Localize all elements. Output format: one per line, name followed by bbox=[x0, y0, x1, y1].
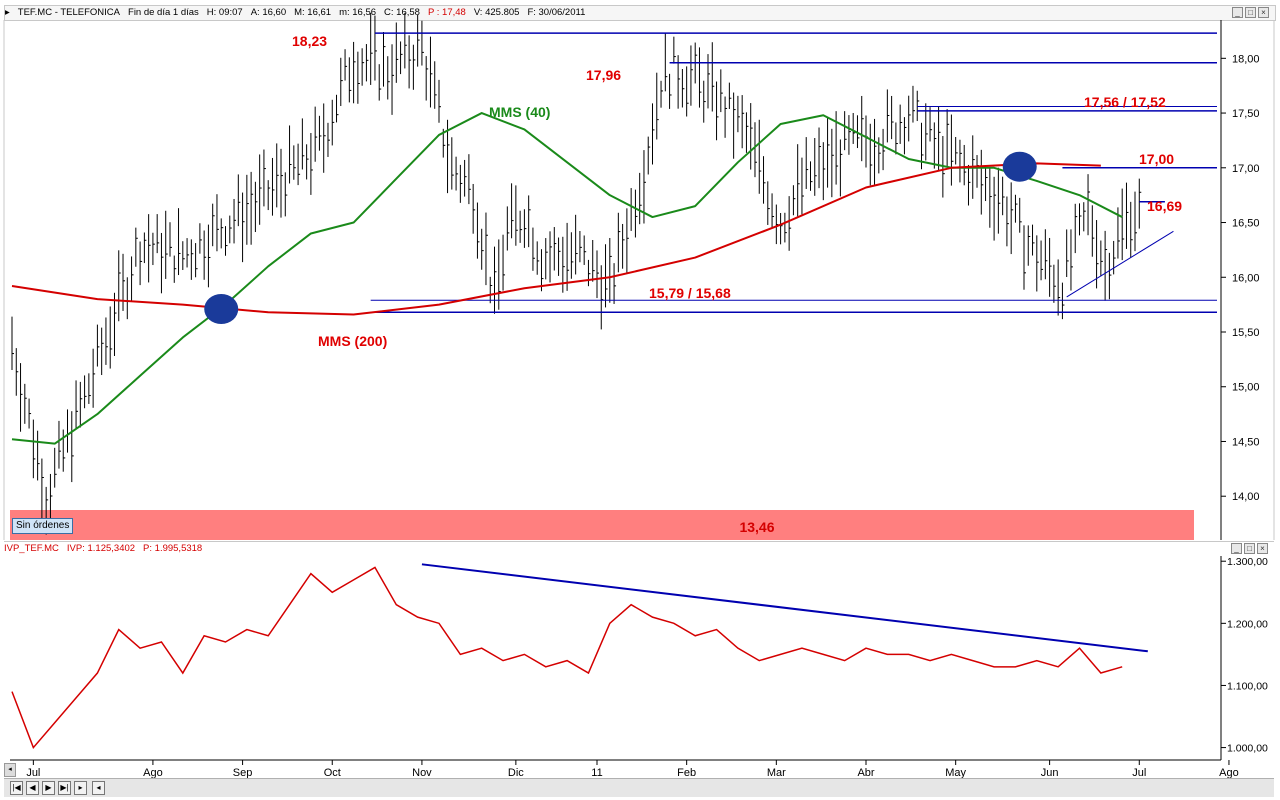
price-panel-header: ▸ TEF.MC - TELEFONICA Fin de día 1 días H: … bbox=[4, 5, 1276, 21]
indicator-window-buttons: _ □ × bbox=[1231, 543, 1268, 554]
x-tick-label: 11 bbox=[591, 767, 602, 779]
ivp-y-tick-label: 1.000,00 bbox=[1227, 743, 1268, 755]
indicator-panel-header: IVP_TEF.MC IVP: 1.125,3402 P: 1.995,5318 _… bbox=[4, 541, 1274, 556]
y-tick-label: 16,00 bbox=[1232, 272, 1260, 284]
label-17-00: 17,00 bbox=[1139, 151, 1174, 167]
window-icon: ▸ bbox=[5, 7, 10, 18]
x-tick-label: Sep bbox=[233, 767, 253, 779]
x-tick-label: Mar bbox=[767, 767, 786, 779]
y-tick-label: 16,50 bbox=[1232, 218, 1260, 230]
label-18-23: 18,23 bbox=[292, 33, 327, 49]
label-15-79: 15,79 / 15,68 bbox=[649, 285, 731, 301]
indicator-ivp: IVP: 1.125,3402 bbox=[66, 543, 136, 554]
restore-icon[interactable]: □ bbox=[1245, 7, 1256, 18]
extra-icon[interactable]: ◂ bbox=[92, 781, 105, 795]
x-tick-label: Dic bbox=[508, 767, 524, 779]
x-tick-label: May bbox=[945, 767, 966, 779]
time-label: H: 09:07 bbox=[206, 7, 243, 18]
volume-label: V: 425.805 bbox=[473, 7, 520, 18]
support-trendline bbox=[1066, 230, 1174, 298]
last-icon[interactable]: ▶| bbox=[58, 781, 71, 795]
crossover-marker bbox=[1002, 151, 1037, 182]
label-mms200: MMS (200) bbox=[318, 333, 387, 349]
band-label: 13,46 bbox=[739, 519, 774, 535]
close-icon[interactable]: × bbox=[1258, 7, 1269, 18]
y-tick-label: 18,00 bbox=[1232, 53, 1260, 65]
symbol-label: TEF.MC - TELEFONICA bbox=[17, 7, 121, 18]
indicator-name: IVP_TEF.MC bbox=[4, 543, 59, 554]
restore-icon[interactable]: □ bbox=[1244, 543, 1255, 554]
ivp-resistance-trendline bbox=[421, 563, 1148, 653]
band-13-46 bbox=[10, 510, 1194, 540]
x-tick-label: Nov bbox=[412, 767, 432, 779]
panel-window-buttons: _ □ × bbox=[1232, 7, 1269, 18]
x-tick-label: Jul bbox=[1132, 767, 1146, 779]
orders-button[interactable]: Sin órdenes bbox=[12, 518, 74, 534]
x-tick-label: Jun bbox=[1041, 767, 1059, 779]
label-17-56: 17,56 / 17,52 bbox=[1084, 94, 1166, 110]
date-label: F: 30/06/2011 bbox=[527, 7, 586, 18]
ivp-line bbox=[11, 566, 1123, 750]
scroll-left-icon[interactable]: ◂ bbox=[4, 763, 16, 777]
x-tick-label: Oct bbox=[324, 767, 341, 779]
close-icon[interactable]: × bbox=[1257, 543, 1268, 554]
y-tick-label: 15,50 bbox=[1232, 327, 1260, 339]
navigation-bar: |◀ ◀ ▶ ▶| ▸ ◂ bbox=[4, 778, 1274, 797]
x-tick-label: Jul bbox=[26, 767, 40, 779]
minimize-icon[interactable]: _ bbox=[1231, 543, 1242, 554]
open-label: A: 16,60 bbox=[250, 7, 287, 18]
y-tick-label: 17,50 bbox=[1232, 108, 1260, 120]
indicator-p: P: 1.995,5318 bbox=[143, 543, 203, 554]
mms200-line bbox=[11, 162, 1101, 316]
prev-icon[interactable]: ◀ bbox=[26, 781, 39, 795]
y-tick-label: 14,50 bbox=[1232, 436, 1260, 448]
y-tick-label: 14,00 bbox=[1232, 491, 1260, 503]
scroll-right-icon[interactable]: ▸ bbox=[74, 781, 87, 795]
label-16-69: 16,69 bbox=[1147, 198, 1182, 214]
period-label: Fin de día 1 días bbox=[128, 7, 199, 18]
crossover-marker bbox=[204, 294, 239, 325]
y-tick-label: 15,00 bbox=[1232, 382, 1260, 394]
ivp-y-tick-label: 1.300,00 bbox=[1227, 556, 1268, 568]
ivp-y-tick-label: 1.100,00 bbox=[1227, 680, 1268, 692]
x-tick-label: Feb bbox=[677, 767, 696, 779]
next-icon[interactable]: ▶ bbox=[42, 781, 55, 795]
x-tick-label: Abr bbox=[857, 767, 874, 779]
label-mms40: MMS (40) bbox=[489, 104, 550, 120]
ivp-y-tick-label: 1.200,00 bbox=[1227, 618, 1268, 630]
low-label: m: 16,56 bbox=[339, 7, 377, 18]
y-tick-label: 17,00 bbox=[1232, 163, 1260, 175]
first-icon[interactable]: |◀ bbox=[10, 781, 23, 795]
x-tick-label: Ago bbox=[143, 767, 163, 779]
price-label: P : 17,48 bbox=[427, 7, 466, 18]
minimize-icon[interactable]: _ bbox=[1232, 7, 1243, 18]
label-17-96: 17,96 bbox=[586, 67, 621, 83]
high-label: M: 16,61 bbox=[294, 7, 332, 18]
close-label: C: 16,58 bbox=[384, 7, 420, 18]
x-tick-label: Ago bbox=[1219, 767, 1239, 779]
mms40-line bbox=[11, 112, 1123, 445]
